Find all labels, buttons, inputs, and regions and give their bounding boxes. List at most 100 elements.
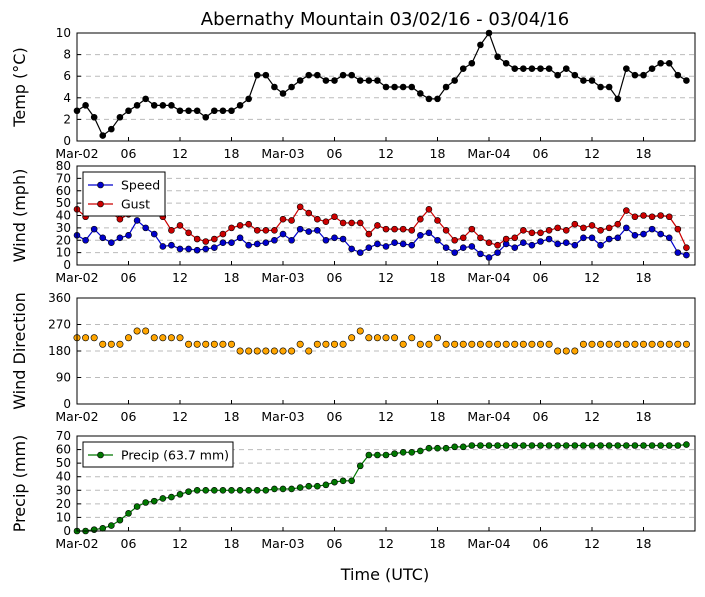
data-point [511, 442, 519, 449]
data-point [108, 125, 115, 133]
y-tick-label: 8 [63, 48, 71, 62]
data-point [279, 230, 287, 238]
data-point [322, 77, 330, 84]
data-point [365, 230, 373, 238]
data-point [176, 245, 184, 253]
data-point [665, 442, 673, 449]
data-point [82, 102, 89, 109]
legend-label: Precip (63.7 mm) [121, 448, 229, 463]
data-point [502, 59, 510, 67]
data-point [382, 83, 390, 91]
data-point [476, 340, 484, 348]
legend: Speed Gust [82, 171, 166, 217]
data-point [356, 77, 364, 84]
x-tick-label: 18 [224, 409, 240, 424]
data-point [313, 340, 321, 348]
data-point [640, 442, 647, 449]
data-point [82, 334, 90, 342]
data-point [271, 227, 278, 234]
x-tick-label: 18 [430, 146, 446, 161]
data-point [434, 95, 441, 103]
data-point [365, 77, 373, 84]
data-point [528, 229, 536, 237]
data-point [657, 212, 664, 219]
data-point [657, 442, 664, 449]
data-point [211, 235, 218, 243]
data-point [580, 442, 587, 449]
data-point [442, 444, 450, 452]
data-point [305, 71, 313, 79]
data-point [150, 102, 158, 109]
data-point [468, 59, 476, 67]
data-point [605, 83, 613, 91]
data-point [485, 254, 493, 261]
data-point [674, 225, 682, 233]
data-point [459, 244, 467, 251]
data-point [434, 217, 441, 224]
data-point [314, 482, 321, 490]
y-tick-label: 6 [63, 69, 71, 83]
data-point [442, 340, 450, 348]
y-tick-label: 20 [56, 497, 71, 511]
data-point [262, 347, 270, 355]
x-tick-label: 06 [327, 146, 343, 161]
data-point [253, 240, 261, 248]
data-point [399, 340, 407, 348]
data-point [597, 83, 604, 91]
data-point [322, 236, 330, 244]
x-tick-label: 12 [378, 409, 394, 424]
data-point [511, 65, 519, 72]
data-point [417, 215, 424, 223]
data-point [296, 340, 304, 348]
data-point [545, 235, 553, 243]
data-point [459, 234, 467, 242]
data-point [511, 244, 519, 251]
data-point [365, 334, 373, 342]
data-point [150, 230, 158, 238]
data-point [391, 450, 398, 457]
data-point [236, 222, 244, 229]
data-point [116, 113, 124, 121]
data-point [99, 340, 107, 348]
data-point [245, 220, 252, 228]
x-tick-label: 06 [121, 409, 137, 424]
data-point [674, 249, 682, 256]
plot-frame [76, 435, 696, 532]
data-point [125, 232, 132, 239]
data-point [211, 107, 218, 115]
y-axis-label: Temp (°C) [10, 47, 29, 127]
data-point [270, 347, 278, 355]
legend-box [82, 441, 234, 468]
data-point [331, 478, 338, 486]
y-tick-label: 60 [56, 184, 71, 198]
legend-label: Speed [121, 178, 160, 193]
data-point [417, 447, 424, 455]
data-point [425, 229, 433, 237]
data-point [425, 340, 433, 348]
data-point [623, 65, 630, 72]
data-point [537, 442, 544, 449]
data-point [296, 77, 304, 84]
data-point [339, 71, 347, 79]
data-point [451, 443, 458, 451]
data-point [348, 71, 355, 79]
data-point [588, 442, 596, 449]
data-point [108, 522, 115, 529]
data-point [331, 213, 338, 221]
y-tick-label: 80 [56, 159, 71, 173]
data-point [683, 244, 690, 251]
data-point [657, 59, 664, 67]
data-point [511, 340, 519, 348]
data-point [107, 340, 115, 348]
data-point [150, 334, 158, 342]
legend-marker [97, 181, 104, 189]
data-point [211, 486, 218, 494]
data-point [211, 244, 218, 251]
x-tick-label: 12 [378, 270, 394, 285]
data-point [417, 232, 424, 239]
data-point [485, 340, 493, 348]
x-tick-label: Mar-02 [55, 270, 98, 285]
data-point [331, 234, 338, 242]
